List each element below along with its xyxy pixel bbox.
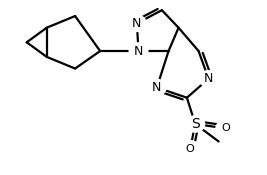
Circle shape (129, 43, 148, 59)
Text: O: O (186, 144, 195, 154)
Circle shape (199, 71, 218, 87)
Text: O: O (221, 123, 230, 133)
Text: N: N (152, 81, 162, 94)
Circle shape (181, 141, 200, 157)
Text: S: S (191, 117, 200, 131)
Text: N: N (132, 17, 142, 30)
Text: N: N (134, 45, 143, 58)
Circle shape (128, 15, 146, 32)
Circle shape (216, 120, 235, 136)
Circle shape (148, 79, 166, 96)
Circle shape (186, 116, 205, 132)
Text: N: N (204, 72, 213, 85)
